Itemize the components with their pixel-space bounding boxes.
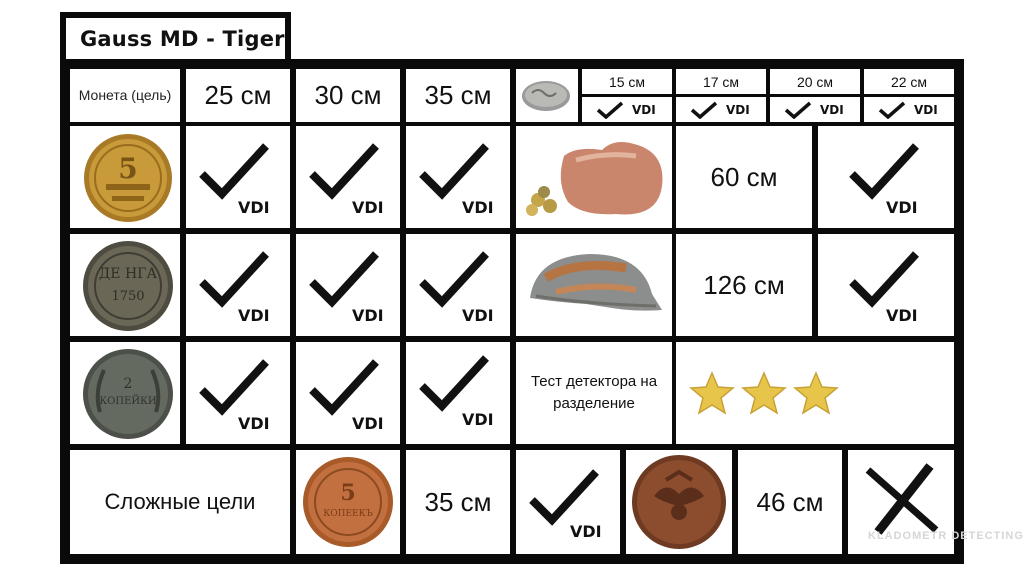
result-cell: VDI	[296, 126, 400, 228]
check-icon	[849, 251, 919, 308]
silver-coin-image	[522, 81, 570, 111]
coin-5-kopeks-brass: 5	[70, 126, 180, 228]
header-coin-target: Монета (цель)	[70, 69, 180, 122]
check-icon	[419, 355, 489, 412]
coin-denga-1750: ДЕ НГА 1750	[70, 234, 180, 336]
vdi-label: VDI	[462, 306, 494, 325]
svg-text:КОПЕЕКЪ: КОПЕЕКЪ	[323, 509, 372, 519]
vdi-label: VDI	[352, 306, 384, 325]
rating-cell	[676, 342, 954, 444]
vdi-label: VDI	[726, 103, 750, 117]
vdi-label: VDI	[352, 198, 384, 217]
coin-2-kopeks-wreath: 2 КОПЕЙКИ	[70, 342, 180, 444]
result-cell: VDI	[406, 126, 510, 228]
small-depth-17: 17 см	[676, 69, 766, 94]
small-vdi-cell: VDI	[770, 97, 860, 122]
cross-icon	[865, 463, 939, 535]
svg-text:5: 5	[340, 480, 355, 506]
vdi-label: VDI	[820, 103, 844, 117]
vdi-label: VDI	[462, 410, 494, 429]
coin-image: 5 КОПЕЕКЪ	[303, 457, 393, 547]
check-icon	[596, 101, 624, 119]
vdi-label: VDI	[238, 198, 270, 217]
svg-text:5: 5	[118, 152, 137, 185]
result-cell: VDI	[186, 126, 290, 228]
fail-cell	[848, 450, 954, 554]
vdi-label: VDI	[352, 414, 384, 433]
check-icon	[419, 143, 489, 200]
check-icon	[309, 143, 379, 200]
result-cell: VDI	[818, 234, 954, 336]
complex-targets-label: Сложные цели	[70, 450, 290, 554]
check-icon	[878, 101, 906, 119]
vdi-label: VDI	[886, 198, 918, 217]
svg-text:1750: 1750	[111, 289, 144, 304]
check-icon	[690, 101, 718, 119]
vdi-label: VDI	[914, 103, 938, 117]
check-icon	[309, 359, 379, 416]
pot-with-coins-cell	[516, 126, 672, 228]
helmet-cell	[516, 234, 672, 336]
coin-image: 2 КОПЕЙКИ	[83, 349, 173, 439]
check-icon	[199, 143, 269, 200]
star-rating	[688, 370, 840, 416]
small-depth-22: 22 см	[864, 69, 954, 94]
small-vdi-cell: VDI	[864, 97, 954, 122]
header-depth-30: 30 см	[296, 69, 400, 122]
check-icon	[419, 251, 489, 308]
check-icon	[849, 143, 919, 200]
pot-depth: 60 см	[676, 126, 812, 228]
check-icon	[529, 469, 599, 526]
header-depth-25: 25 см	[186, 69, 290, 122]
result-cell: VDI	[818, 126, 954, 228]
separation-test-label: Тест детектора на разделение	[516, 342, 672, 444]
clay-pot-image	[526, 142, 663, 216]
small-depth-20: 20 см	[770, 69, 860, 94]
vdi-label: VDI	[886, 306, 918, 325]
vdi-label: VDI	[462, 198, 494, 217]
vdi-label: VDI	[238, 306, 270, 325]
coin-image: ДЕ НГА 1750	[83, 241, 173, 331]
check-icon	[309, 251, 379, 308]
coin-5-kopeks-copper: 5 КОПЕЕКЪ	[296, 450, 400, 554]
small-depth-15: 15 см	[582, 69, 672, 94]
result-cell: VDI	[186, 342, 290, 444]
coin-image: 5	[84, 134, 172, 222]
coin-eagle-copper	[626, 450, 732, 554]
results-table: Монета (цель) 25 см 30 см 35 см 15 см 17…	[60, 59, 964, 564]
svg-text:КОПЕЙКИ: КОПЕЙКИ	[99, 395, 156, 407]
svg-text:ДЕ НГА: ДЕ НГА	[99, 266, 158, 282]
star-icon	[689, 371, 735, 415]
check-icon	[199, 251, 269, 308]
result-cell: VDI	[186, 234, 290, 336]
coin-image	[632, 455, 726, 549]
vdi-label: VDI	[570, 522, 602, 541]
vdi-label: VDI	[632, 103, 656, 117]
small-vdi-cell: VDI	[582, 97, 672, 122]
rusty-helmet-image	[530, 254, 662, 311]
result-cell: VDI	[296, 342, 400, 444]
check-icon	[784, 101, 812, 119]
result-cell: VDI	[516, 450, 620, 554]
complex-depth-2: 46 см	[738, 450, 842, 554]
result-cell: VDI	[406, 342, 510, 444]
star-icon	[741, 371, 787, 415]
helmet-depth: 126 см	[676, 234, 812, 336]
vdi-label: VDI	[238, 414, 270, 433]
star-icon	[793, 371, 839, 415]
header-depth-35: 35 см	[406, 69, 510, 122]
result-cell: VDI	[406, 234, 510, 336]
svg-text:2: 2	[124, 376, 133, 392]
small-coin-cell	[516, 69, 578, 122]
small-vdi-cell: VDI	[676, 97, 766, 122]
complex-depth-1: 35 см	[406, 450, 510, 554]
page-title: Gauss MD - Tiger	[66, 18, 285, 59]
check-icon	[199, 359, 269, 416]
watermark: KLADOMETR DETECTING	[868, 530, 1024, 542]
result-cell: VDI	[296, 234, 400, 336]
